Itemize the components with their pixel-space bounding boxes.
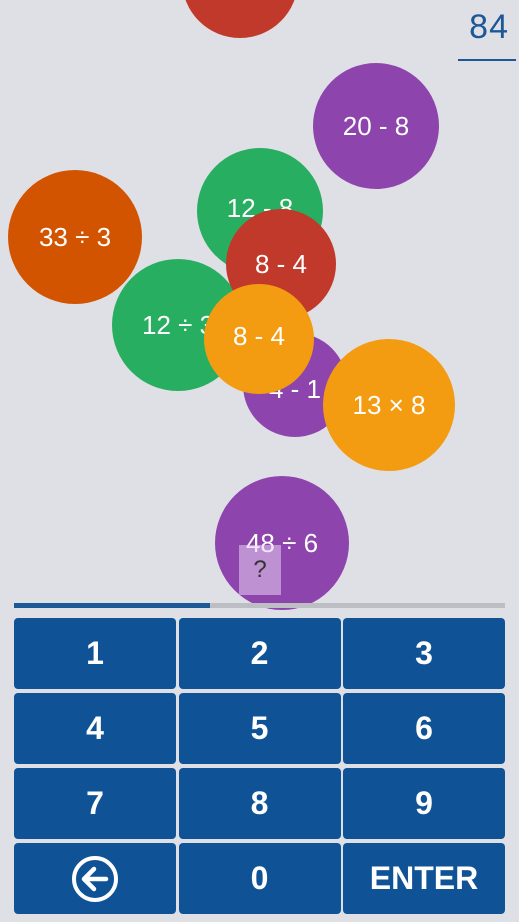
bubble-13-times-8[interactable]: 13 × 8 [323, 339, 455, 471]
score-underline [458, 59, 516, 61]
bubble-top-red[interactable] [182, 0, 298, 38]
key-1[interactable]: 1 [14, 618, 176, 689]
key-6[interactable]: 6 [343, 693, 505, 764]
key-9[interactable]: 9 [343, 768, 505, 839]
progress-fill [14, 603, 211, 608]
bubble-20-minus-8[interactable]: 20 - 8 [313, 63, 439, 189]
score-value: 84 [469, 8, 509, 46]
key-5[interactable]: 5 [178, 693, 341, 764]
key-8[interactable]: 8 [178, 768, 341, 839]
bubble-8-minus-4-yellow[interactable]: 8 - 4 [204, 284, 314, 394]
backspace-button[interactable] [14, 843, 176, 914]
bubble-12-minus-8[interactable]: 12 - 8 [197, 148, 323, 274]
answer-input: ? [239, 545, 281, 595]
bubble-33-div-3[interactable]: 33 ÷ 3 [8, 170, 142, 304]
key-4[interactable]: 4 [14, 693, 176, 764]
progress-bar [14, 603, 505, 608]
bubble-48-div-6[interactable]: 48 ÷ 6 [215, 476, 349, 610]
enter-button[interactable]: ENTER [343, 843, 505, 914]
key-3[interactable]: 3 [343, 618, 505, 689]
key-2[interactable]: 2 [178, 618, 341, 689]
number-keypad: 1 2 3 4 5 6 7 8 9 0 ENTER [14, 618, 505, 915]
key-0[interactable]: 0 [178, 843, 341, 914]
key-7[interactable]: 7 [14, 768, 176, 839]
back-arrow-circle-icon [72, 855, 118, 902]
